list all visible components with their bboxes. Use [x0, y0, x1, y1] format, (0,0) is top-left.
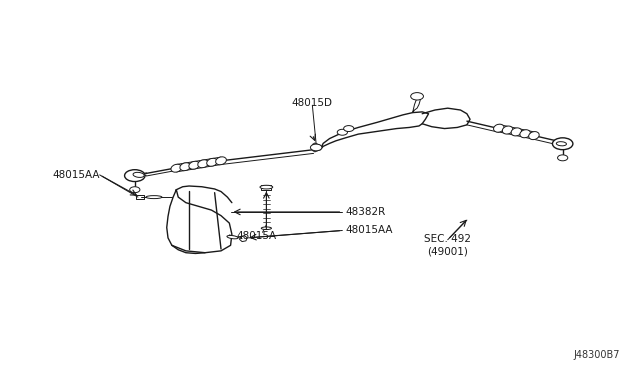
Text: 48015AA: 48015AA — [52, 170, 100, 180]
Text: 48015D: 48015D — [292, 97, 333, 108]
Ellipse shape — [529, 132, 539, 140]
Ellipse shape — [171, 164, 182, 172]
Ellipse shape — [133, 172, 144, 177]
Ellipse shape — [227, 235, 238, 239]
Text: SEC. 492
(49001): SEC. 492 (49001) — [424, 234, 471, 256]
Ellipse shape — [180, 163, 191, 171]
Text: J48300B7: J48300B7 — [573, 350, 620, 360]
Text: 48015A: 48015A — [236, 231, 276, 241]
Ellipse shape — [260, 185, 273, 189]
Circle shape — [557, 155, 568, 161]
Circle shape — [337, 129, 348, 135]
Ellipse shape — [207, 158, 218, 166]
Circle shape — [125, 170, 145, 182]
Ellipse shape — [189, 161, 200, 169]
Ellipse shape — [556, 142, 566, 146]
Circle shape — [130, 187, 140, 193]
Circle shape — [411, 93, 424, 100]
Ellipse shape — [502, 126, 513, 134]
Ellipse shape — [216, 157, 227, 165]
Ellipse shape — [520, 130, 531, 138]
Ellipse shape — [511, 128, 522, 136]
Circle shape — [310, 144, 322, 151]
Text: 48382R: 48382R — [346, 207, 386, 217]
Ellipse shape — [261, 227, 271, 230]
Ellipse shape — [146, 196, 162, 199]
Circle shape — [552, 138, 573, 150]
Text: 48015AA: 48015AA — [346, 225, 393, 235]
Ellipse shape — [198, 160, 209, 168]
Ellipse shape — [493, 124, 504, 132]
Circle shape — [344, 126, 354, 132]
